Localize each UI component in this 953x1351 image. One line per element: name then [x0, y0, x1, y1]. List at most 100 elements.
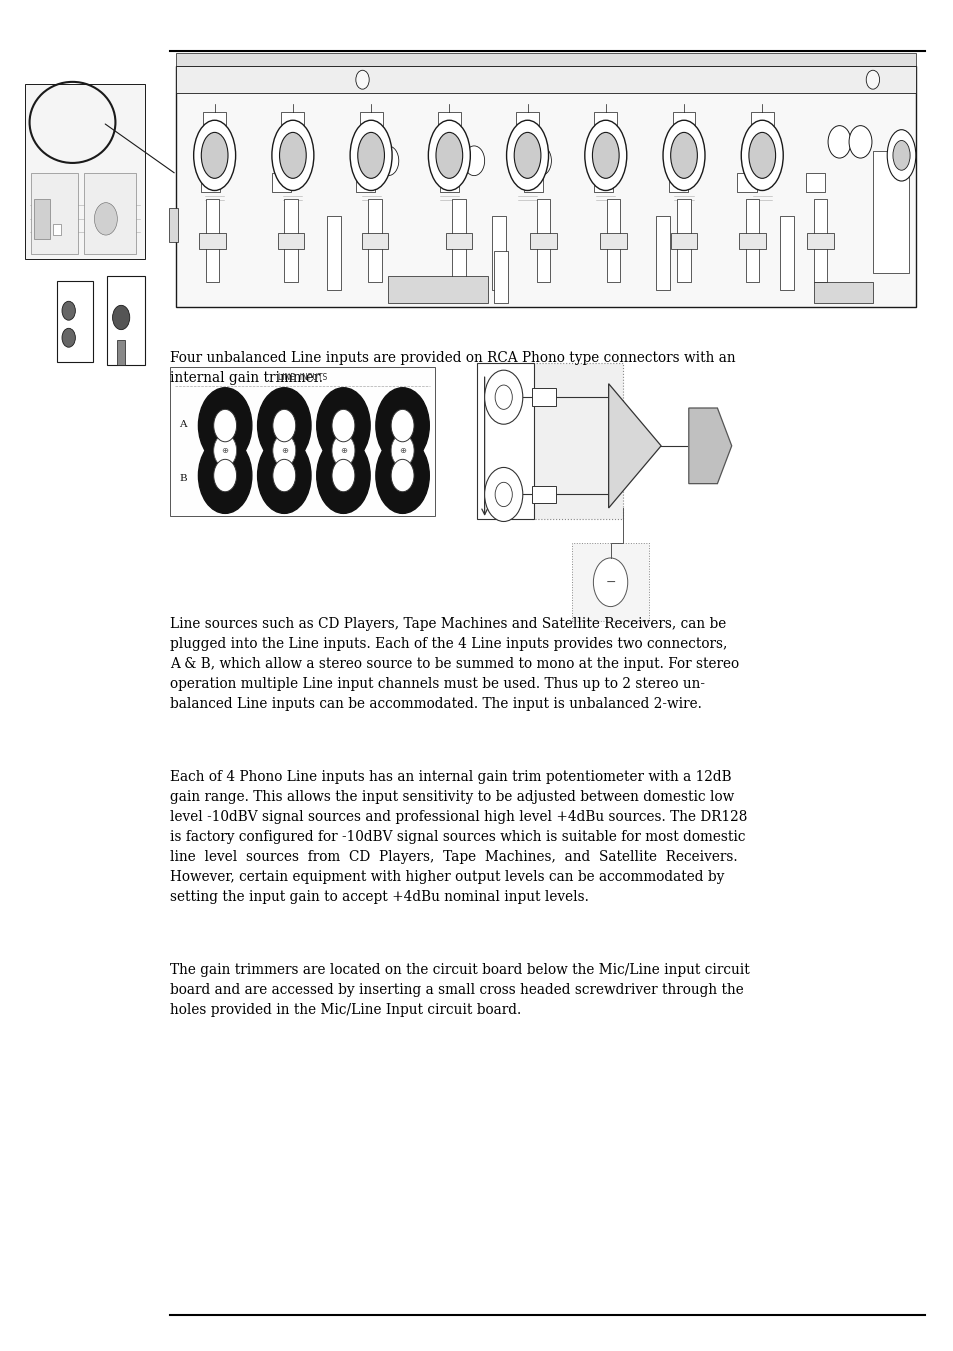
Text: A: A [179, 420, 187, 428]
Bar [203, 112, 226, 131]
Bar [656, 216, 669, 290]
Circle shape [484, 467, 522, 521]
Bar [572, 543, 648, 621]
Text: ⊕: ⊕ [339, 446, 347, 455]
Bar [813, 199, 826, 282]
Circle shape [391, 459, 414, 492]
Bar [281, 112, 304, 131]
Text: plugged into the Line inputs. Each of the 4 Line inputs provides two connectors,: plugged into the Line inputs. Each of th… [170, 638, 726, 651]
Bar [284, 199, 297, 282]
Circle shape [198, 438, 252, 513]
Ellipse shape [670, 132, 697, 178]
Ellipse shape [428, 120, 470, 190]
Bar [437, 112, 460, 131]
Circle shape [212, 146, 233, 176]
Bar [516, 112, 538, 131]
Text: ⊕: ⊕ [398, 446, 406, 455]
Text: holes provided in the Mic/Line Input circuit board.: holes provided in the Mic/Line Input cir… [170, 1004, 520, 1017]
Circle shape [316, 438, 370, 513]
Text: Line sources such as CD Players, Tape Machines and Satellite Receivers, can be: Line sources such as CD Players, Tape Ma… [170, 617, 725, 631]
Circle shape [332, 409, 355, 442]
Circle shape [375, 388, 429, 463]
Bar [361, 232, 388, 249]
Text: Each of 4 Phono Line inputs has an internal gain trim potentiometer with a 12dB: Each of 4 Phono Line inputs has an inter… [170, 770, 731, 784]
Circle shape [355, 70, 369, 89]
Text: 3: 3 [281, 501, 287, 511]
Circle shape [62, 301, 75, 320]
Text: The gain trimmers are located on the circuit board below the Mic/Line input circ: The gain trimmers are located on the cir… [170, 963, 749, 977]
Bar [532, 486, 556, 503]
Bar [739, 232, 765, 249]
Text: ⊕: ⊕ [221, 446, 229, 455]
Text: 4: 4 [222, 501, 228, 511]
Bar [199, 232, 226, 249]
Bar [327, 216, 340, 290]
Bar [359, 112, 382, 131]
Bar [388, 276, 488, 303]
Bar [206, 199, 219, 282]
Text: Four unbalanced Line inputs are provided on RCA Phono type connectors with an: Four unbalanced Line inputs are provided… [170, 351, 735, 365]
Bar [523, 173, 542, 192]
Bar [107, 276, 145, 365]
Circle shape [377, 146, 398, 176]
Ellipse shape [592, 132, 618, 178]
Circle shape [213, 435, 236, 467]
Bar [57, 281, 93, 362]
Circle shape [375, 438, 429, 513]
Bar [594, 173, 613, 192]
Bar [494, 251, 507, 303]
Bar [445, 232, 472, 249]
Circle shape [391, 409, 414, 442]
Ellipse shape [506, 120, 548, 190]
Bar [532, 389, 556, 405]
Text: B: B [179, 474, 187, 482]
Text: internal gain trimmer.: internal gain trimmer. [170, 372, 322, 385]
Circle shape [257, 388, 311, 463]
Circle shape [495, 482, 512, 507]
Ellipse shape [748, 132, 775, 178]
Text: line  level  sources  from  CD  Players,  Tape  Machines,  and  Satellite  Recei: line level sources from CD Players, Tape… [170, 850, 737, 865]
Bar [872, 151, 908, 273]
Ellipse shape [350, 120, 392, 190]
Circle shape [273, 459, 295, 492]
Text: LINE  INPUTS: LINE INPUTS [277, 373, 327, 382]
Ellipse shape [357, 132, 384, 178]
Circle shape [257, 438, 311, 513]
Circle shape [112, 305, 130, 330]
Bar [355, 173, 375, 192]
Circle shape [484, 370, 522, 424]
Bar [452, 199, 465, 282]
Circle shape [530, 146, 551, 176]
Bar [368, 199, 381, 282]
Ellipse shape [892, 141, 909, 170]
Bar [439, 173, 458, 192]
Bar [599, 232, 626, 249]
Bar [805, 173, 824, 192]
Bar [813, 282, 872, 303]
Ellipse shape [662, 120, 704, 190]
Text: A & B, which allow a stereo source to be summed to mono at the input. For stereo: A & B, which allow a stereo source to be… [170, 658, 739, 671]
Circle shape [198, 388, 252, 463]
Circle shape [332, 459, 355, 492]
Polygon shape [688, 408, 731, 484]
Circle shape [848, 126, 871, 158]
Text: balanced Line inputs can be accommodated. The input is unbalanced 2-wire.: balanced Line inputs can be accommodated… [170, 697, 701, 712]
Circle shape [292, 146, 313, 176]
Ellipse shape [201, 132, 228, 178]
Ellipse shape [886, 130, 915, 181]
Text: gain range. This allows the input sensitivity to be adjusted between domestic lo: gain range. This allows the input sensit… [170, 790, 733, 804]
Bar [53, 224, 61, 235]
Bar [492, 216, 505, 290]
Circle shape [463, 146, 484, 176]
Circle shape [495, 385, 512, 409]
Text: However, certain equipment with higher output levels can be accommodated by: However, certain equipment with higher o… [170, 870, 723, 884]
Ellipse shape [584, 120, 626, 190]
Bar [780, 216, 793, 290]
Bar [670, 232, 697, 249]
Bar [170, 367, 435, 516]
Text: ⊕: ⊕ [280, 446, 288, 455]
Text: level -10dBV signal sources and professional high level +4dBu sources. The DR128: level -10dBV signal sources and professi… [170, 811, 746, 824]
Ellipse shape [740, 120, 782, 190]
Circle shape [273, 409, 295, 442]
Bar [272, 173, 291, 192]
